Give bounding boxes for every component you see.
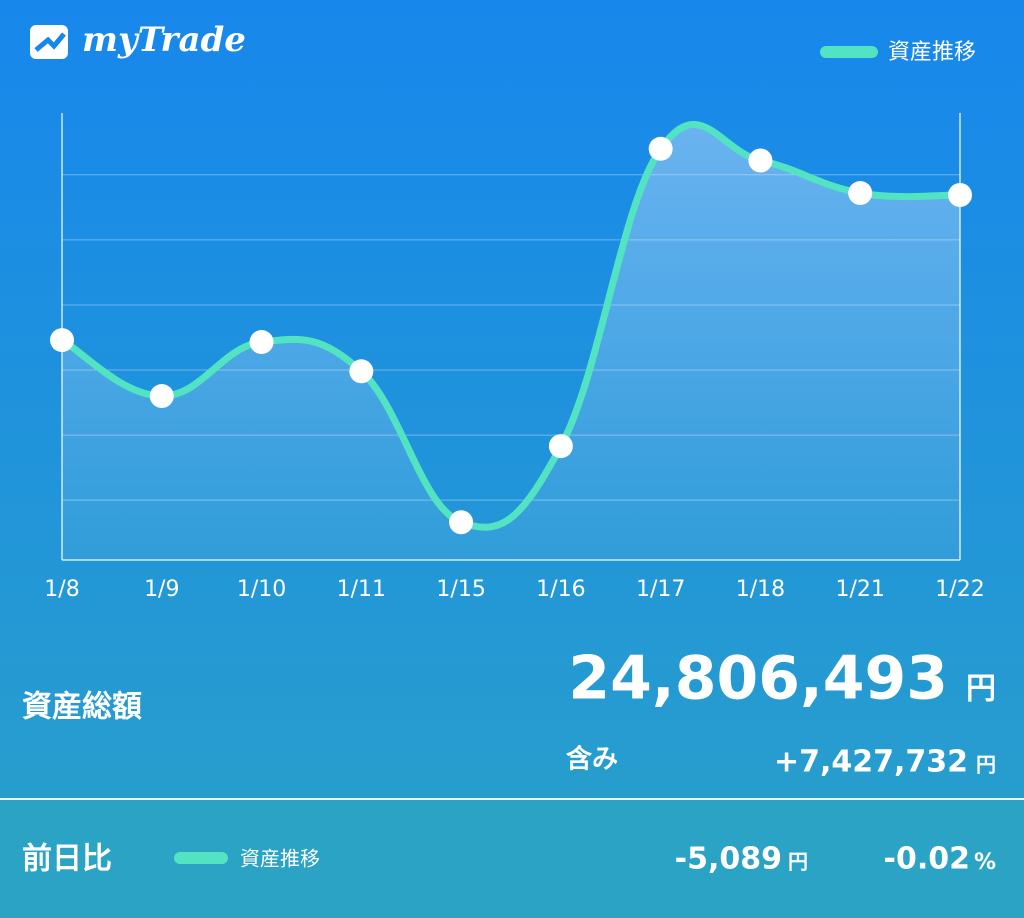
unrealized-label: 含み bbox=[566, 744, 618, 775]
x-tick-label: 1/22 bbox=[935, 577, 984, 602]
unrealized-value: +7,427,732 bbox=[774, 745, 968, 780]
daily-legend-label: 資産推移 bbox=[240, 847, 320, 871]
x-tick-label: 1/10 bbox=[237, 577, 286, 602]
point bbox=[449, 510, 474, 535]
x-tick-label: 1/8 bbox=[44, 577, 79, 602]
total-label: 資産総額 bbox=[22, 690, 142, 725]
daily-panel bbox=[0, 799, 1024, 918]
area bbox=[62, 124, 960, 560]
point bbox=[349, 359, 374, 384]
daily-label: 前日比 bbox=[22, 842, 112, 877]
unrealized-unit: 円 bbox=[976, 753, 996, 777]
point bbox=[848, 181, 873, 206]
daily-percent: -0.02 bbox=[884, 842, 970, 877]
x-tick-label: 1/15 bbox=[436, 577, 485, 602]
x-tick-label: 1/18 bbox=[736, 577, 785, 602]
total-unit: 円 bbox=[966, 672, 996, 707]
x-tick-label: 1/17 bbox=[636, 577, 685, 602]
x-tick-label: 1/16 bbox=[536, 577, 585, 602]
daily-change: -5,089 bbox=[675, 842, 782, 877]
point bbox=[149, 384, 174, 409]
daily-change-unit: 円 bbox=[788, 850, 808, 874]
point bbox=[948, 182, 972, 207]
total-value: 24,806,493 bbox=[568, 644, 948, 714]
x-tick-label: 1/9 bbox=[144, 577, 179, 602]
daily-percent-unit: % bbox=[974, 850, 996, 875]
point bbox=[648, 136, 673, 161]
logo-text: myTrade bbox=[82, 20, 246, 60]
point bbox=[548, 434, 573, 459]
point bbox=[748, 148, 773, 173]
legend-label: 資産推移 bbox=[888, 40, 976, 65]
x-tick-label: 1/11 bbox=[337, 577, 386, 602]
x-tick-label: 1/21 bbox=[836, 577, 885, 602]
point bbox=[50, 328, 74, 353]
logo-icon bbox=[30, 25, 68, 59]
point bbox=[249, 330, 274, 355]
line bbox=[60, 121, 961, 531]
